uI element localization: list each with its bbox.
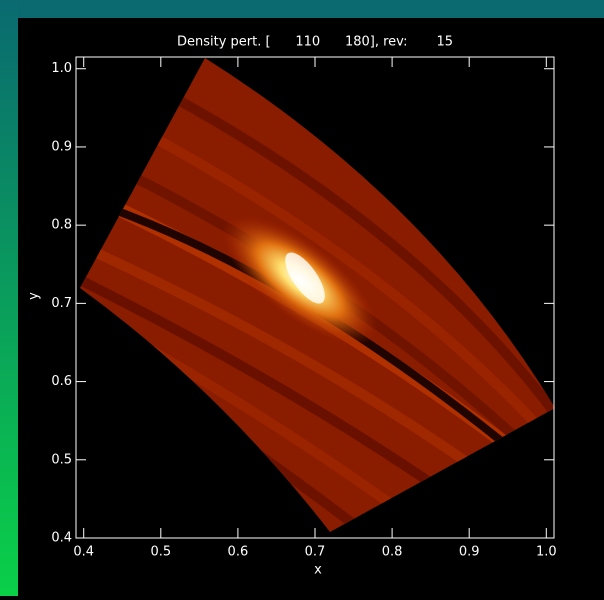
y-tick-label: 0.8 <box>51 218 72 233</box>
x-tick-label: 0.8 <box>382 545 403 560</box>
y-tick-label: 0.4 <box>51 531 72 546</box>
y-tick-label: 1.0 <box>51 61 72 76</box>
y-tick-label: 0.9 <box>51 139 72 154</box>
top-strip <box>0 0 604 18</box>
y-tick-label: 0.5 <box>51 452 72 467</box>
x-tick-label: 0.5 <box>150 545 171 560</box>
x-tick-label: 0.4 <box>73 545 94 560</box>
density-image <box>80 58 555 532</box>
x-tick-label: 1.0 <box>536 545 557 560</box>
y-tick-label: 0.6 <box>51 374 72 389</box>
x-axis-label: x <box>314 563 322 578</box>
y-tick-label: 0.7 <box>51 296 72 311</box>
side-strip <box>0 0 18 596</box>
x-tick-label: 0.7 <box>305 545 326 560</box>
y-axis-label: y <box>27 292 42 300</box>
x-tick-label: 0.9 <box>459 545 480 560</box>
chart-title: Density pert. [ 110 180], rev: 15 <box>177 35 453 50</box>
x-tick-label: 0.6 <box>228 545 249 560</box>
